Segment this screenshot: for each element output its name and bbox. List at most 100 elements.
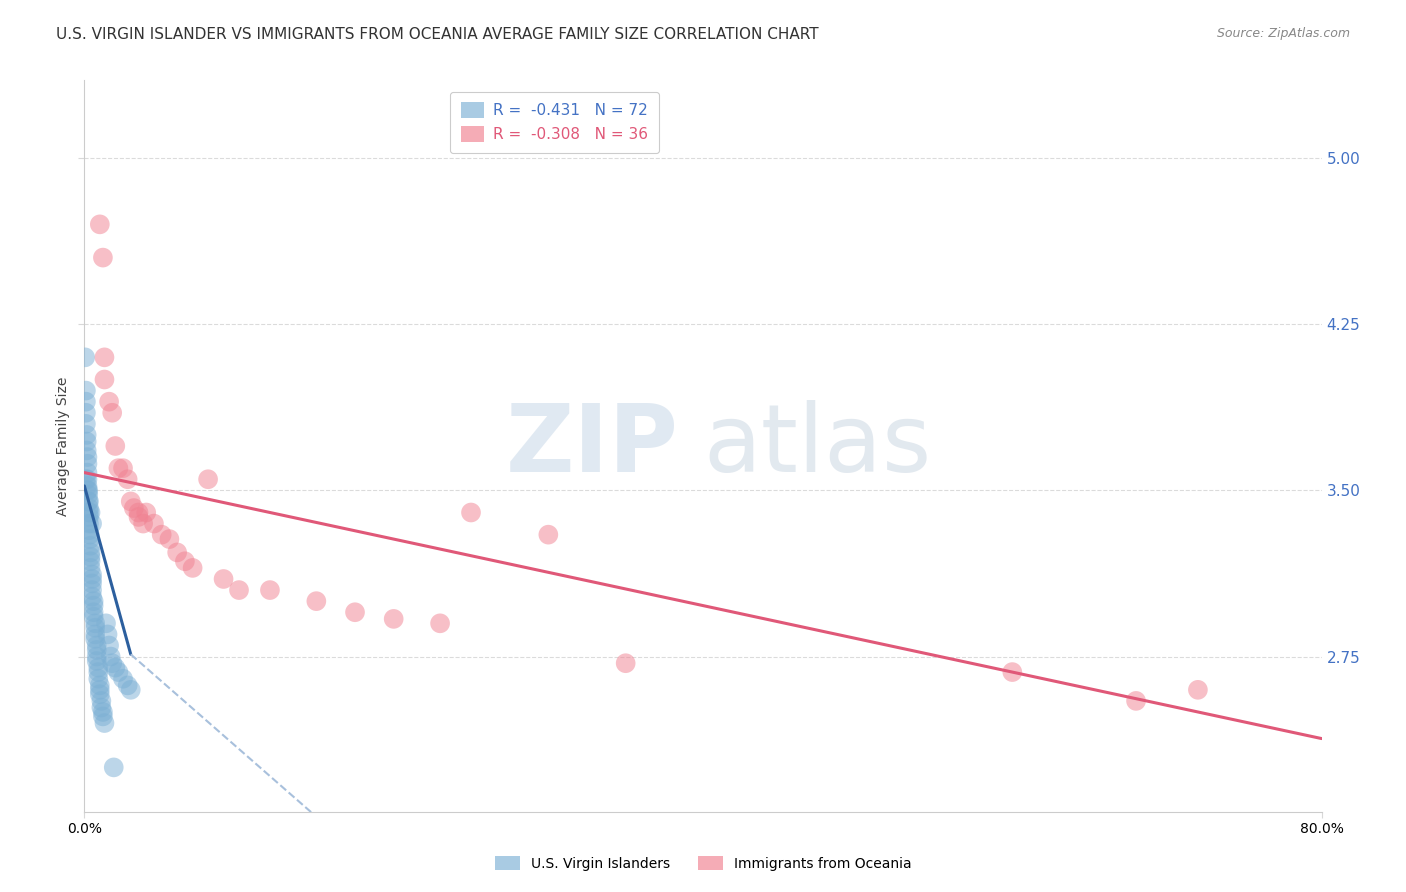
Point	[77, 501, 100, 516]
Point	[104, 439, 127, 453]
Point	[75, 384, 97, 398]
Point	[84, 616, 107, 631]
Point	[93, 372, 115, 386]
Point	[90, 700, 112, 714]
Point	[75, 472, 97, 486]
Point	[150, 527, 173, 541]
Point	[104, 660, 127, 674]
Point	[76, 479, 98, 493]
Point	[77, 506, 100, 520]
Point	[1187, 682, 1209, 697]
Text: atlas: atlas	[703, 400, 931, 492]
Point	[93, 716, 115, 731]
Point	[112, 461, 135, 475]
Point	[94, 616, 117, 631]
Point	[89, 678, 111, 692]
Point	[76, 450, 98, 464]
Point	[429, 616, 451, 631]
Point	[128, 506, 150, 520]
Point	[79, 506, 101, 520]
Point	[91, 709, 114, 723]
Point	[1125, 694, 1147, 708]
Point	[107, 461, 129, 475]
Text: U.S. VIRGIN ISLANDER VS IMMIGRANTS FROM OCEANIA AVERAGE FAMILY SIZE CORRELATION : U.S. VIRGIN ISLANDER VS IMMIGRANTS FROM …	[56, 27, 818, 42]
Point	[100, 649, 122, 664]
Point	[77, 488, 100, 502]
Point	[77, 523, 100, 537]
Point	[614, 657, 637, 671]
Point	[174, 554, 197, 568]
Legend: R =  -0.431   N = 72, R =  -0.308   N = 36: R = -0.431 N = 72, R = -0.308 N = 36	[450, 92, 659, 153]
Point	[98, 639, 121, 653]
Point	[89, 218, 111, 232]
Point	[76, 472, 98, 486]
Point	[77, 483, 100, 498]
Point	[90, 694, 112, 708]
Point	[97, 627, 120, 641]
Point	[103, 760, 125, 774]
Point	[166, 545, 188, 559]
Point	[107, 665, 129, 679]
Point	[76, 457, 98, 471]
Point	[101, 406, 124, 420]
Point	[344, 605, 367, 619]
Point	[87, 672, 110, 686]
Text: Source: ZipAtlas.com: Source: ZipAtlas.com	[1216, 27, 1350, 40]
Point	[98, 394, 121, 409]
Point	[86, 654, 108, 668]
Point	[86, 649, 108, 664]
Point	[79, 527, 101, 541]
Point	[75, 417, 97, 431]
Point	[77, 494, 100, 508]
Point	[76, 443, 98, 458]
Point	[83, 609, 105, 624]
Point	[197, 472, 219, 486]
Point	[77, 516, 100, 531]
Point	[82, 567, 104, 582]
Point	[83, 599, 105, 613]
Point	[91, 251, 114, 265]
Point	[143, 516, 166, 531]
Point	[259, 583, 281, 598]
Point	[91, 705, 114, 719]
Point	[117, 472, 139, 486]
Point	[79, 545, 101, 559]
Y-axis label: Average Family Size: Average Family Size	[56, 376, 70, 516]
Point	[84, 632, 107, 646]
Point	[76, 466, 98, 480]
Point	[101, 657, 124, 671]
Point	[83, 605, 105, 619]
Point	[76, 483, 98, 498]
Point	[86, 639, 108, 653]
Point	[228, 583, 250, 598]
Point	[76, 428, 98, 442]
Point	[460, 506, 482, 520]
Point	[77, 494, 100, 508]
Point	[87, 665, 110, 679]
Point	[128, 510, 150, 524]
Point	[82, 590, 104, 604]
Point	[83, 594, 105, 608]
Point	[79, 539, 101, 553]
Point	[120, 494, 142, 508]
Point	[84, 621, 107, 635]
Point	[82, 516, 104, 531]
Point	[120, 682, 142, 697]
Point	[75, 406, 97, 420]
Point	[93, 351, 115, 365]
Point	[89, 682, 111, 697]
Point	[79, 554, 101, 568]
Point	[122, 501, 145, 516]
Point	[86, 643, 108, 657]
Point	[382, 612, 405, 626]
Point	[89, 687, 111, 701]
Point	[212, 572, 235, 586]
Point	[82, 576, 104, 591]
Point	[84, 627, 107, 641]
Point	[75, 351, 97, 365]
Point	[117, 678, 139, 692]
Point	[79, 561, 101, 575]
Point	[75, 394, 97, 409]
Point	[76, 434, 98, 449]
Point	[82, 583, 104, 598]
